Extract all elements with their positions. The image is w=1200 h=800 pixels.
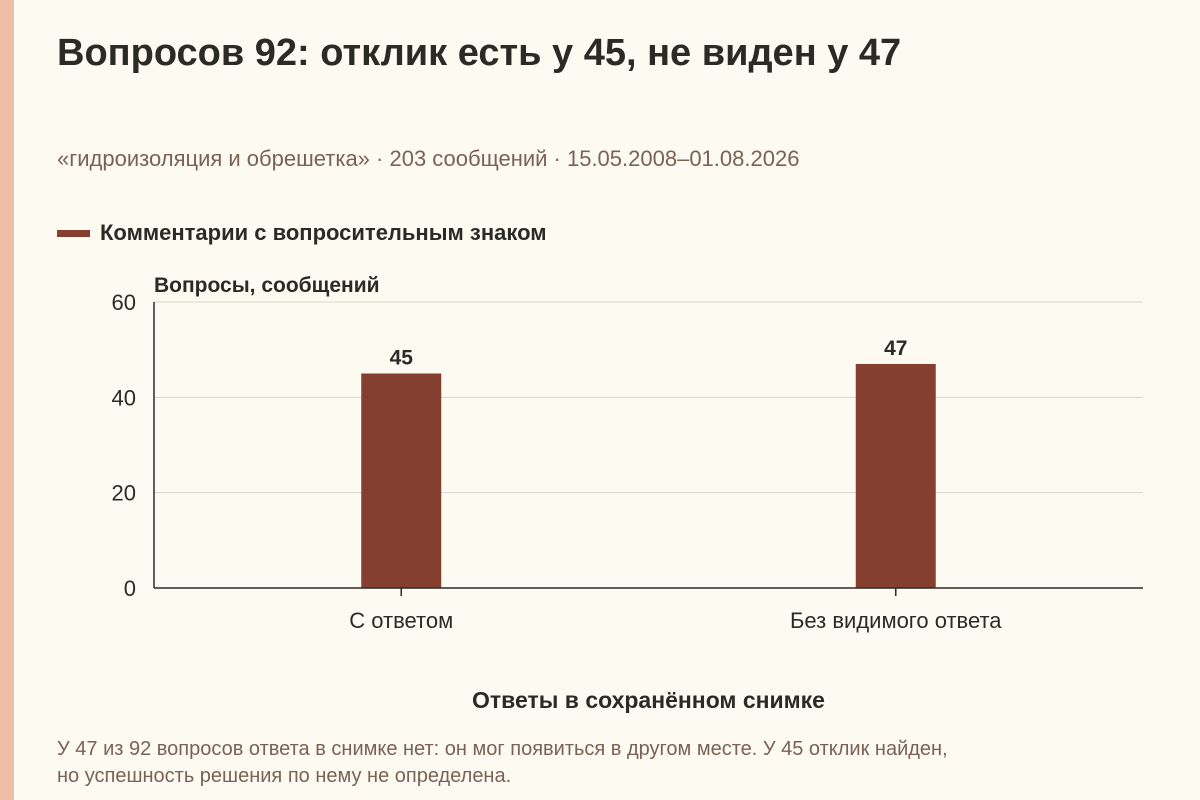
y-axis-label: Вопросы, сообщений (154, 274, 380, 297)
bar (361, 373, 442, 588)
y-tick-label: 40 (112, 385, 136, 410)
chart-subtitle: «гидроизоляция и обрешетка» · 203 сообще… (57, 146, 800, 171)
legend-swatch (57, 229, 90, 237)
footnote: У 47 из 92 вопросов ответа в снимке нет:… (57, 736, 1157, 790)
footnote-line-1: У 47 из 92 вопросов ответа в снимке нет:… (57, 738, 948, 760)
footnote-line-2: но успешность решения по нему не определ… (57, 765, 512, 787)
legend-label: Комментарии с вопросительным знаком (100, 220, 547, 245)
bar (855, 363, 936, 588)
y-tick-label: 20 (112, 481, 136, 506)
x-tick-label: Без видимого ответа (790, 608, 1002, 633)
chart-legend: Комментарии с вопросительным знаком (57, 219, 547, 247)
y-tick-label: 0 (124, 576, 136, 601)
page-title: Вопросов 92: отклик есть у 45, не виден … (57, 32, 902, 74)
x-tick-label: С ответом (349, 608, 453, 633)
x-axis-label: Ответы в сохранённом снимке (472, 687, 825, 713)
accent-stripe (0, 0, 14, 800)
bar-value-label: 47 (884, 337, 907, 360)
bar-value-label: 45 (390, 347, 414, 370)
y-tick-label: 60 (112, 290, 136, 315)
